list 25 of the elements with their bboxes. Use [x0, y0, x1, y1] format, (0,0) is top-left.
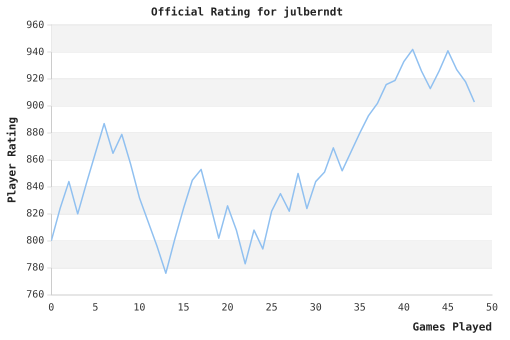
x-tick-label: 50	[486, 302, 498, 314]
x-tick-label: 5	[92, 302, 98, 314]
x-tick-label: 20	[222, 302, 234, 314]
x-tick-label: 25	[266, 302, 278, 314]
y-tick-label: 860	[26, 154, 44, 166]
x-tick-label: 15	[177, 302, 190, 314]
x-tick-label: 10	[133, 302, 146, 314]
y-tick-label: 760	[26, 289, 44, 300]
y-tick-label: 820	[26, 208, 44, 220]
y-tick-label: 920	[26, 74, 44, 85]
y-tick-label: 800	[26, 235, 44, 246]
y-tick-label: 780	[26, 262, 44, 274]
y-axis-title: Player Rating	[5, 116, 18, 204]
y-tick-label: 940	[26, 46, 44, 58]
x-tick-label: 40	[398, 302, 410, 314]
x-tick-label: 0	[48, 302, 54, 314]
y-tick-label: 880	[26, 128, 44, 139]
x-tick-label: 45	[442, 302, 454, 314]
y-tick-label: 900	[26, 100, 44, 112]
x-axis-title: Games Played	[412, 320, 492, 334]
x-tick-label: 35	[354, 302, 366, 314]
chart-title: Official Rating for julberndt	[150, 5, 344, 18]
x-tick-label: 30	[310, 302, 322, 314]
y-tick-label: 840	[26, 182, 44, 193]
y-tick-label: 960	[26, 20, 44, 31]
